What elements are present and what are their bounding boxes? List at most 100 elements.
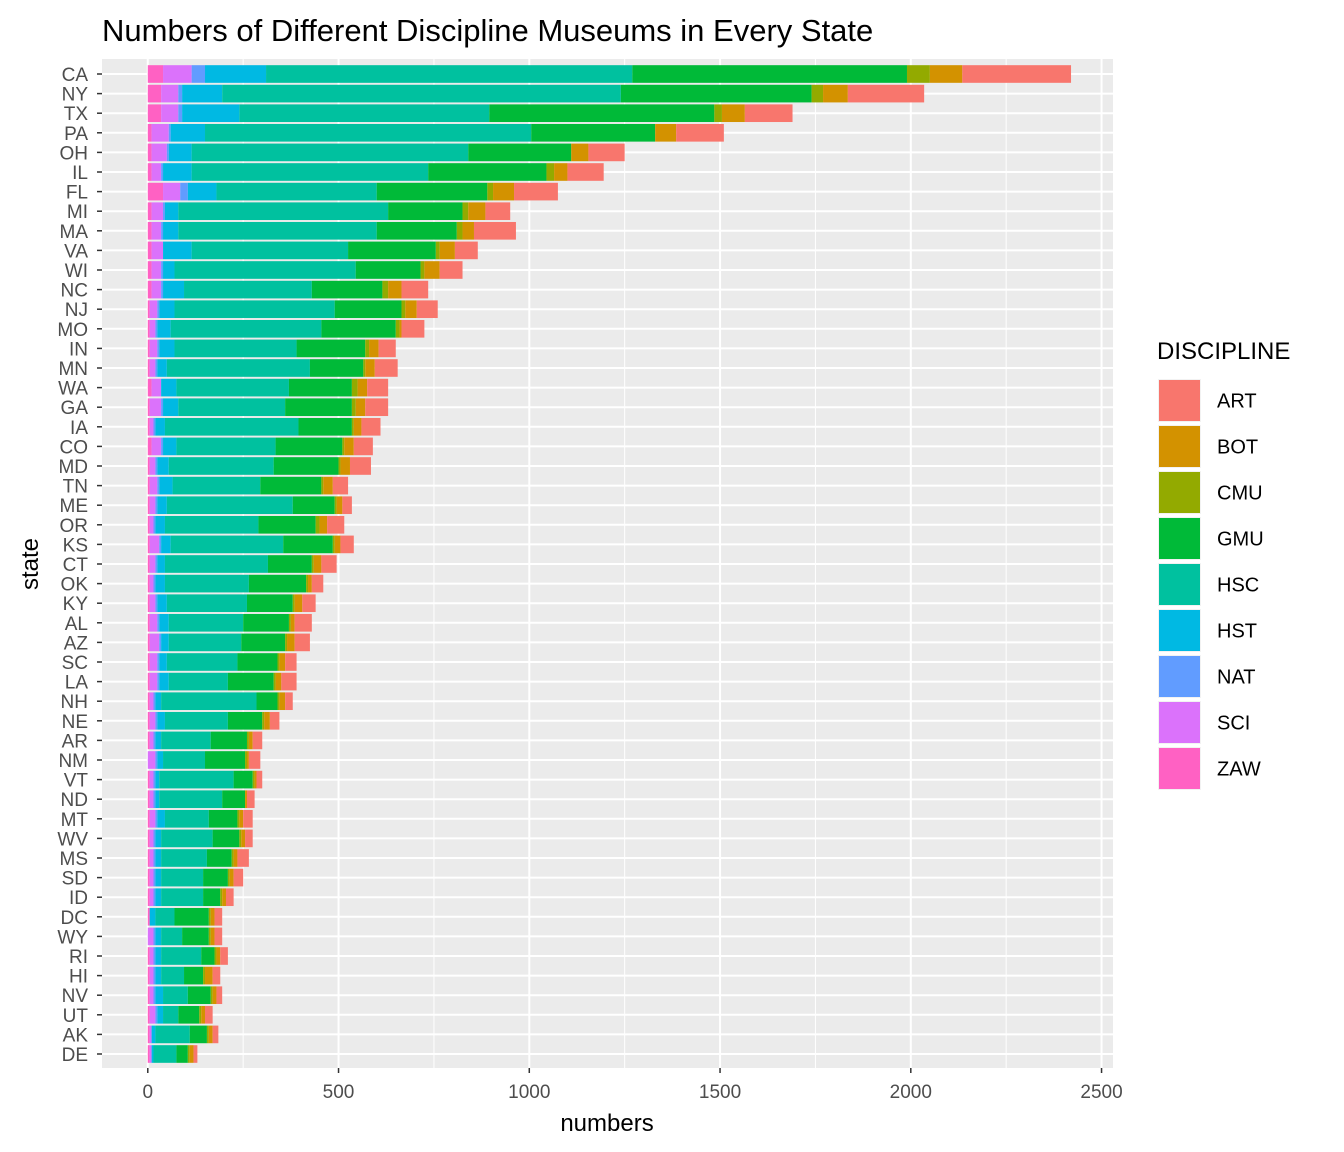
bar-KY-HST xyxy=(157,594,167,613)
bar-OH-GMU xyxy=(468,143,572,162)
bar-SC-ZAW xyxy=(147,653,150,671)
bar-NC-ZAW xyxy=(147,280,152,299)
y-tick-label: WA xyxy=(58,379,88,400)
bar-MS-HST xyxy=(155,849,162,867)
bar-NY-HSC xyxy=(222,84,621,103)
bar-VA-ZAW xyxy=(147,241,152,260)
y-tick-label: NJ xyxy=(65,300,88,321)
bar-MS-ZAW xyxy=(147,849,150,867)
bar-VT-GMU xyxy=(233,770,253,789)
bar-MD-HST xyxy=(157,457,169,475)
y-tick-label: LA xyxy=(65,673,89,694)
bar-PA-HSC xyxy=(205,123,532,142)
bar-CO-GMU xyxy=(275,437,343,456)
bar-DE-BOT xyxy=(189,1045,194,1063)
bar-PA-SCI xyxy=(151,123,169,142)
legend-label-HST: HST xyxy=(1217,621,1257,643)
y-tick-label: OH xyxy=(60,143,89,164)
bar-UT-BOT xyxy=(201,1005,206,1024)
bar-MI-BOT xyxy=(468,202,486,221)
bar-CA-NAT xyxy=(191,65,206,83)
bar-SC-CMU xyxy=(277,653,280,671)
bar-TX-HSC xyxy=(239,104,490,123)
y-tick-label: FL xyxy=(66,183,88,204)
legend-label-CMU: CMU xyxy=(1217,483,1263,505)
bar-CA-ZAW xyxy=(147,65,164,83)
bar-ME-GMU xyxy=(292,496,335,515)
bar-CO-BOT xyxy=(344,437,354,456)
bar-SD-GMU xyxy=(203,868,228,887)
bar-IL-CMU xyxy=(546,163,555,181)
bar-FL-CMU xyxy=(487,182,494,201)
bar-MT-BOT xyxy=(239,809,244,828)
bar-OR-BOT xyxy=(319,515,328,534)
bar-DE-ART xyxy=(193,1045,198,1063)
bar-OK-HSC xyxy=(164,574,249,593)
bar-AZ-SCI xyxy=(149,633,160,652)
bar-WI-HST xyxy=(163,261,175,279)
bar-LA-CMU xyxy=(273,672,276,691)
y-tick-label: AL xyxy=(65,614,88,635)
bar-ME-HSC xyxy=(166,496,293,515)
bar-FL-HSC xyxy=(216,182,377,201)
bar-TX-GMU xyxy=(489,104,715,123)
y-tick-label: UT xyxy=(63,1006,89,1027)
legend-swatch-CMU xyxy=(1159,472,1200,513)
bar-NM-BOT xyxy=(246,751,249,769)
bar-MN-SCI xyxy=(149,359,156,377)
bar-LA-NAT xyxy=(157,672,160,691)
bar-AK-CMU xyxy=(206,1025,209,1044)
bar-OH-HSC xyxy=(191,143,469,162)
bars xyxy=(147,65,1072,1063)
bar-IN-GMU xyxy=(296,339,366,358)
bar-AK-GMU xyxy=(189,1025,207,1044)
bar-HI-HSC xyxy=(161,966,185,985)
bar-LA-ZAW xyxy=(147,672,150,691)
bar-RI-NAT xyxy=(153,947,156,965)
y-tick-label: AZ xyxy=(64,633,89,654)
bar-NV-HSC xyxy=(163,986,188,1005)
bar-DE-GMU xyxy=(176,1045,188,1063)
legend-swatch-ZAW xyxy=(1159,748,1200,789)
bar-DE-SCI xyxy=(149,1045,152,1063)
bar-KS-BOT xyxy=(334,535,341,554)
bar-DC-BOT xyxy=(210,907,215,926)
bar-AR-HST xyxy=(155,731,162,750)
bar-KY-GMU xyxy=(246,594,293,613)
bar-MT-CMU xyxy=(237,809,240,828)
bar-HI-ZAW xyxy=(147,966,150,985)
y-tick-label: MA xyxy=(60,222,89,243)
bar-NH-NAT xyxy=(153,692,156,711)
bar-WY-CMU xyxy=(208,927,211,946)
bar-SD-BOT xyxy=(229,868,234,887)
bar-OR-NAT xyxy=(153,515,156,534)
bar-IA-ZAW xyxy=(147,417,150,436)
x-tick-label: 1000 xyxy=(508,1082,550,1103)
y-tick-label: VA xyxy=(64,241,88,262)
bar-NY-GMU xyxy=(620,84,812,103)
bar-ND-GMU xyxy=(222,790,246,809)
bar-IL-BOT xyxy=(554,163,568,181)
bar-KY-CMU xyxy=(292,594,295,613)
bar-WI-BOT xyxy=(424,261,440,279)
bar-VT-ART xyxy=(256,770,263,789)
bar-NM-ART xyxy=(248,751,261,769)
bar-NE-ART xyxy=(269,711,280,730)
bar-NH-ZAW xyxy=(147,692,150,711)
bar-ID-GMU xyxy=(203,888,221,907)
bar-VA-CMU xyxy=(435,241,440,260)
bar-AK-ZAW xyxy=(147,1025,150,1044)
bar-WY-GMU xyxy=(182,927,209,946)
bar-NY-BOT xyxy=(823,84,848,103)
bar-CA-CMU xyxy=(906,65,930,83)
bar-CT-CMU xyxy=(311,555,314,573)
bar-MA-BOT xyxy=(462,221,474,240)
bar-HI-BOT xyxy=(205,966,213,985)
bar-NJ-SCI xyxy=(149,300,158,319)
bar-KY-SCI xyxy=(149,594,156,613)
bar-WI-ZAW xyxy=(147,261,152,279)
bar-MO-ZAW xyxy=(147,319,150,338)
bar-ID-ART xyxy=(225,888,234,907)
bar-IN-ART xyxy=(378,339,396,358)
bar-SD-ZAW xyxy=(147,868,150,887)
